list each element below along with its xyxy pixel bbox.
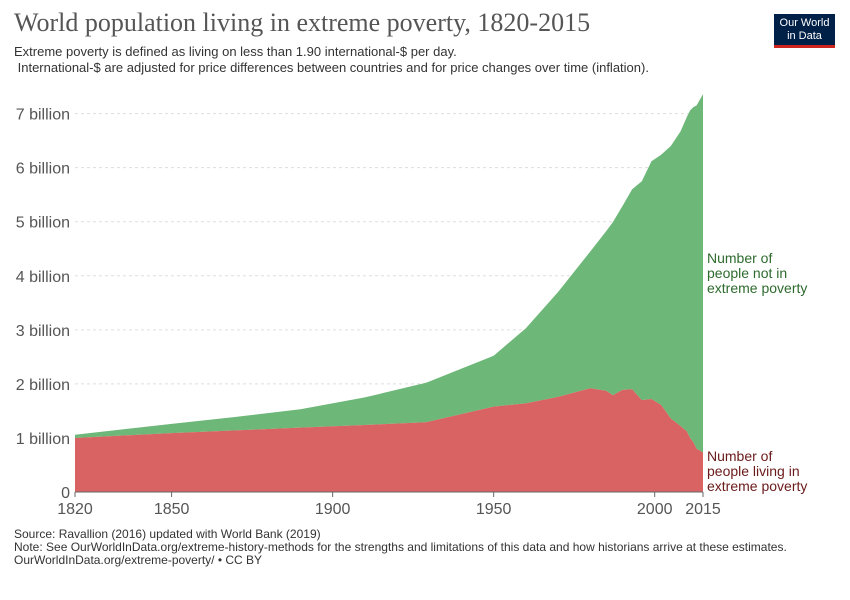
series-area-living-in-extreme-poverty: [75, 388, 703, 492]
label-layer: Number of people not in extreme poverty Num…: [707, 250, 807, 494]
subtitle-line-1: Extreme poverty is defined as living on …: [14, 44, 457, 59]
x-tick-label: 2000: [637, 501, 673, 518]
chart-footer: Source: Ravallion (2016) updated with Wo…: [14, 528, 814, 567]
license-link[interactable]: OurWorldInData.org/extreme-poverty/ • CC…: [14, 553, 263, 567]
x-tick-label: 1850: [154, 501, 190, 518]
y-tick-label: 5 billion: [16, 215, 70, 232]
subtitle-line-2: International-$ are adjusted for price d…: [14, 60, 649, 75]
logo-line-1: Our World: [779, 17, 830, 29]
series-area-not-in-extreme-poverty: [75, 94, 703, 453]
x-tick-label: 1950: [476, 501, 512, 518]
note-text: Note: See OurWorldInData.org/extreme-his…: [14, 540, 787, 554]
y-tick-label: 7 billion: [16, 107, 70, 124]
x-tick-label: 1820: [57, 501, 93, 518]
chart-subtitle: Extreme poverty is defined as living on …: [14, 44, 649, 76]
logo-line-2: in Data: [787, 30, 822, 42]
y-tick-label: 0: [61, 485, 70, 502]
chart-title: World population living in extreme pover…: [14, 8, 591, 37]
y-tick-label: 6 billion: [16, 161, 70, 178]
y-tick-label: 2 billion: [16, 377, 70, 394]
series-label-not-in-extreme-poverty: Number of people not in extreme poverty: [707, 250, 807, 296]
x-tick-label: 1900: [315, 501, 351, 518]
source-text: Source: Ravallion (2016) updated with Wo…: [14, 527, 321, 541]
series-label-living-in-extreme-poverty: Number of people living in extreme poverty: [707, 448, 807, 494]
area-layer: [75, 94, 703, 492]
owid-logo[interactable]: Our World in Data: [774, 14, 835, 48]
axis-layer: 0 1 billion 2 billion 3 billion 4 billion 5 b…: [16, 107, 721, 518]
y-tick-label: 4 billion: [16, 269, 70, 286]
x-tick-label: 2015: [685, 501, 721, 518]
y-tick-label: 3 billion: [16, 323, 70, 340]
y-tick-label: 1 billion: [16, 431, 70, 448]
